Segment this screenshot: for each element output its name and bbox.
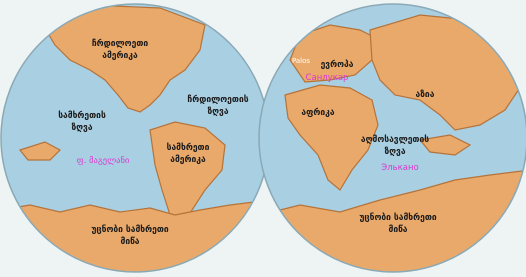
label: აღმოსავლეთის [361,135,429,145]
label: მიწა [120,237,139,247]
label: ჩრდილოეთის [187,94,248,105]
label: აფრიკა [301,107,334,118]
label: ამერიკა [102,50,138,61]
label: სამხრეთის [58,110,106,121]
label: ევროპა [321,59,354,70]
label: უცნობი სამხრეთი [359,212,437,223]
label: სამხრეთი [167,142,210,153]
label: მიწა [388,225,407,235]
label: აზია [416,90,435,100]
label: ზღვა [207,107,228,117]
label: ზღვა [384,147,405,157]
label: ფ. მაგელანი [77,155,130,166]
label: Элькано [381,163,418,173]
label: ამერიკა [170,154,206,165]
label: Санлукар [306,73,349,83]
label: ჩრდილოეთი [92,38,149,49]
label: Palos [292,57,310,65]
map: ჩრდილოეთი ამერიკა სამხრეთის ზღვა ჩრდილოე… [0,0,526,277]
label: ზღვა [71,123,92,133]
label: უცნობი სამხრეთი [91,224,169,235]
